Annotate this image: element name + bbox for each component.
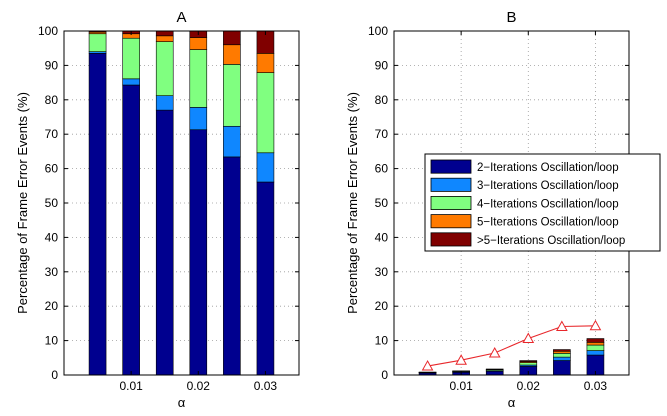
bar-segment [122,78,140,86]
bar-segment [189,37,208,50]
bar-segment [519,362,538,366]
y-tick-label: 60 [45,162,59,176]
bar-segment [155,109,174,376]
line-marker [455,354,467,365]
y-tick-label: 10 [45,334,59,348]
y-tick-label: 0 [51,368,58,382]
bar-segment [485,370,504,376]
y-tick-label: 90 [375,58,389,72]
x-tick-label: 0.03 [584,379,608,393]
x-tick-label: 0.02 [187,379,211,393]
bar-segment [223,125,241,158]
y-tick-label: 100 [38,24,58,38]
bar-segment [223,156,241,376]
legend-label: >5−Iterations Oscillation/loop [477,235,625,247]
legend: 2−Iterations Oscillation/loop 3−Iteration… [424,153,661,252]
bar-segment [553,360,571,376]
legend-swatch [430,159,472,174]
line-marker [488,346,501,358]
legend-swatch [430,195,472,210]
bar-segment [155,41,174,96]
legend-swatch [430,232,472,247]
line-marker [589,319,602,331]
line-series [427,325,596,367]
legend-label: 4−Iterations Oscillation/loop [477,198,619,210]
bar-segment [256,72,275,154]
legend-label: 5−Iterations Oscillation/loop [477,217,619,229]
bar-segment [122,37,140,80]
bar-segment [586,350,605,356]
y-tick-label: 50 [45,196,59,210]
legend-swatch [430,177,472,192]
bar-segment [189,107,208,131]
y-tick-label: 50 [375,196,389,210]
chart-title: A [176,9,186,26]
y-tick-label: 30 [375,265,389,279]
bar-segment [553,350,571,354]
chart-title: B [506,9,516,26]
y-tick-label: 90 [45,58,59,72]
y-tick-label: 40 [45,230,59,244]
bar-segment [223,64,241,127]
panel-b: 0 10 20 30 40 50 60 70 80 90 100 0.01 0.02 0.03 Bα Perc… [345,9,661,410]
x-tick-label: 0.01 [449,379,473,393]
bar-segment [586,344,605,351]
y-tick-label: 100 [368,24,388,38]
bar-segment [553,356,571,361]
bar-segment [88,33,107,52]
x-tick-label: 0.01 [119,379,143,393]
bar-segment [553,353,571,358]
bar-segment [586,342,605,346]
y-tick-label: 70 [375,127,389,141]
bar-segment [586,338,605,343]
y-tick-label: 20 [375,299,389,313]
bar-segment [256,53,275,73]
panel-a: 0 10 20 30 40 50 60 70 80 90 100 0.01 0.02 0.03 Aα Perc… [15,9,300,410]
bar-segment [256,181,275,376]
x-axis-label: α [178,395,186,410]
bar-segment [155,95,174,111]
bar-segment [155,30,174,37]
bar-segment [189,129,208,376]
bar-segment [223,30,241,46]
bar-segment [519,360,538,362]
y-tick-label: 80 [45,93,59,107]
x-tick-label: 0.02 [517,379,541,393]
y-tick-label: 80 [375,93,389,107]
legend-label: 2−Iterations Oscillation/loop [477,162,619,174]
y-tick-label: 40 [375,230,389,244]
bar-segment [155,35,174,42]
x-axis-label: α [508,395,516,410]
bar-segment [189,49,208,108]
bar-segment [223,44,241,65]
bar-segment [256,152,275,183]
y-axis-label: Percentage of Frame Error Events (%) [345,92,360,314]
y-tick-label: 60 [375,162,389,176]
x-tick-label: 0.03 [254,379,278,393]
line-marker [556,320,568,331]
y-tick-label: 70 [45,127,59,141]
legend-swatch [430,214,472,229]
y-tick-label: 0 [381,368,388,382]
y-tick-label: 10 [375,334,389,348]
legend-label: 3−Iterations Oscillation/loop [477,180,619,192]
bar-segment [88,53,107,376]
y-tick-label: 20 [45,299,59,313]
y-axis-label: Percentage of Frame Error Events (%) [15,92,30,314]
bar-segment [122,84,140,376]
line-marker [421,360,434,371]
bar-segment [553,349,571,352]
line-marker [522,332,535,344]
y-tick-label: 30 [45,265,59,279]
